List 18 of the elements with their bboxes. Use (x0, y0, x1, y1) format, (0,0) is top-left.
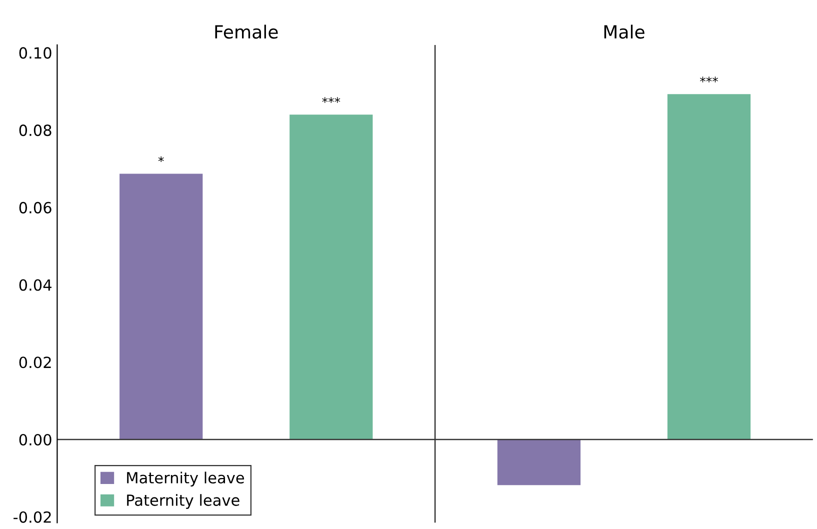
data-label: *** (322, 97, 340, 103)
y-tick-label: 0.08 (19, 124, 52, 136)
x-tick-label: Female (215, 24, 278, 39)
y-tick-label: 0.04 (19, 279, 52, 291)
bar (497, 439, 581, 486)
x-tick-label: Male (604, 24, 644, 39)
y-tick-label: -0.02 (14, 511, 51, 523)
data-label: * (158, 156, 164, 162)
y-tick-label: 0.00 (19, 434, 52, 446)
bar (667, 94, 751, 440)
data-label: *** (700, 76, 718, 82)
bar (290, 114, 373, 440)
legend-label: Maternity leave (127, 472, 244, 486)
y-tick-label: 0.02 (19, 356, 51, 368)
y-tick-label: 0.06 (19, 202, 52, 214)
y-tick-label: 0.10 (19, 47, 52, 59)
legend-label: Paternity leave (127, 494, 240, 509)
bar (120, 174, 203, 440)
